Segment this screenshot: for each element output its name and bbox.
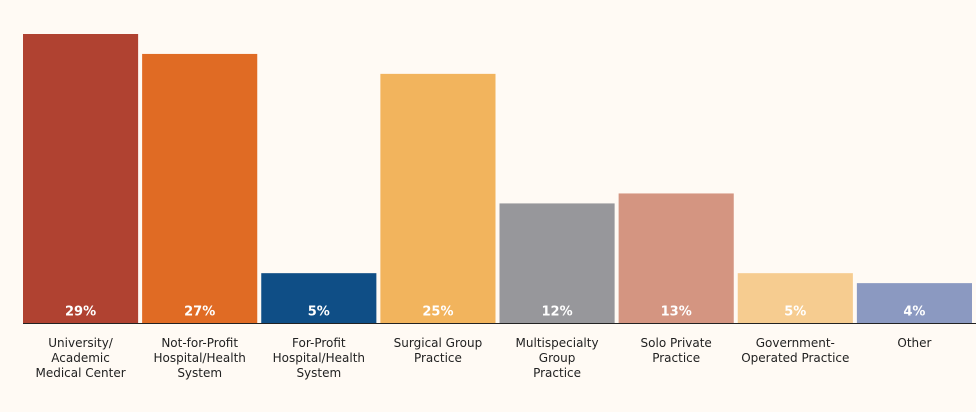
bar <box>499 203 615 323</box>
bar <box>380 73 496 324</box>
x-tick-label: Not-for-Profit Hospital/Health System <box>153 336 246 380</box>
x-tick-label: Multispecialty Group Practice <box>515 336 599 380</box>
value-label: 27% <box>184 305 215 320</box>
bar <box>142 53 258 324</box>
value-label: 5% <box>308 305 330 320</box>
bar <box>737 273 853 323</box>
value-label: 12% <box>542 305 573 320</box>
bar <box>23 34 139 323</box>
bar <box>618 193 734 323</box>
x-tick-label: University/ Academic Medical Center <box>35 336 126 380</box>
value-label: 4% <box>903 305 925 320</box>
bar <box>261 273 377 323</box>
value-label: 25% <box>422 305 453 320</box>
bar <box>856 283 972 323</box>
value-label: 5% <box>784 305 806 320</box>
value-label: 13% <box>661 305 692 320</box>
x-tick-label: Solo Private Practice <box>640 336 712 365</box>
x-tick-label: Government- Operated Practice <box>741 336 850 365</box>
x-tick-label: For-Profit Hospital/Health System <box>272 336 366 380</box>
value-label: 29% <box>65 305 96 320</box>
x-tick-label: Other <box>897 336 932 350</box>
x-tick-label: Surgical Group Practice <box>393 336 483 365</box>
